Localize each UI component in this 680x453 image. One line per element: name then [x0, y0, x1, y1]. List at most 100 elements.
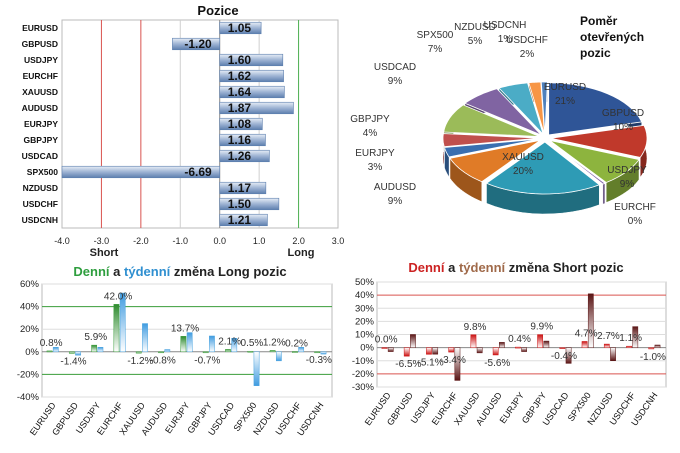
- bar-usdchf-s0: [626, 345, 632, 348]
- pie-label-audusd: AUDUSD: [374, 182, 416, 193]
- bar-usdcad-s0: [225, 349, 231, 353]
- bar-eurchf-s0: [113, 304, 120, 353]
- bar-gbpjpy-s1: [543, 340, 550, 348]
- bar-audusd-s0: [158, 351, 164, 354]
- pie-label-usdcnh: USDCNH: [484, 20, 527, 31]
- bar-spx500: [61, 165, 221, 179]
- bar-usdjpy-s1: [97, 347, 104, 353]
- bar-usdjpy: [219, 53, 284, 67]
- pie-label-xauusd: XAUUSD: [502, 152, 544, 163]
- data-label-spx500: 4.7%: [575, 328, 598, 339]
- pie-label-eurjpy: EURJPY: [355, 148, 395, 159]
- bar-eurchf-s1: [119, 292, 126, 353]
- bar-nzdusd: [219, 181, 267, 195]
- bar-audusd-s1: [499, 342, 505, 348]
- value-label-usdjpy: 1.60: [228, 53, 252, 67]
- short-axis-note: Short: [90, 247, 119, 259]
- pie-label-eurusd: EURUSD: [544, 82, 586, 93]
- bar-audusd-s1: [164, 349, 171, 353]
- bar-usdcad: [219, 149, 270, 163]
- bar-eurchf-s0: [448, 347, 455, 353]
- pie-label-eurchf: EURCHF: [614, 202, 656, 213]
- value-label-gbpusd: -1.20: [184, 37, 212, 51]
- bar-xauusd-s1: [142, 323, 148, 353]
- pie-slice-audusd: [449, 139, 541, 183]
- y-tick-label: 40%: [20, 302, 40, 313]
- data-label-audusd: -5.6%: [484, 358, 510, 369]
- value-label-gbpjpy: 1.16: [228, 133, 252, 147]
- bar-xauusd-s0: [135, 351, 142, 354]
- pie-value-eurchf: 0%: [628, 216, 643, 227]
- pie-label-usdchf: USDCHF: [506, 35, 548, 46]
- pie-label-gbpjpy: GBPJPY: [350, 114, 390, 125]
- bar-usdchf-s1: [298, 347, 305, 353]
- value-label-xauusd: 1.64: [228, 85, 252, 99]
- pie-slice-usdchf: [528, 81, 545, 135]
- data-label-spx500: 0.5%: [241, 338, 264, 349]
- bar-nzdusd-s0: [603, 343, 610, 348]
- bar-usdcnh-s1: [320, 351, 327, 355]
- category-label-audusd: AUDUSD: [22, 103, 58, 113]
- x-tick-label: 1.0: [253, 236, 266, 246]
- bar-gbpjpy-s0: [202, 351, 209, 354]
- y-tick-label: 20%: [355, 316, 375, 327]
- pie-slice-gbpusd: [550, 124, 648, 158]
- bar-eurchf-s1: [454, 347, 461, 381]
- data-label-eurchf: -3.4%: [440, 355, 466, 366]
- pie-slice-eurjpy: [443, 138, 540, 158]
- x-tick-label: 2.0: [292, 236, 305, 246]
- data-label-usdchf: 0.2%: [285, 339, 308, 350]
- bar-xauusd-s1: [476, 347, 483, 354]
- pie-label-spx500: SPX500: [417, 30, 454, 41]
- category-label-usdcnh: USDCNH: [22, 215, 58, 225]
- bar-eurusd: [219, 21, 262, 35]
- bar-audusd-s0: [492, 347, 499, 356]
- bar-usdcnh-s1: [654, 344, 661, 348]
- data-label-xauusd: -1.2%: [127, 356, 153, 367]
- data-label-eurusd: 0.0%: [375, 335, 398, 346]
- bar-nzdusd-s0: [269, 350, 276, 353]
- data-label-xauusd: 9.8%: [464, 322, 487, 333]
- positions-bar-chart: Pozice 1.05 -1.20 1.60 1.62 1.64 1.87 1.08 1.16…: [22, 3, 345, 259]
- bar-usdcad-s1: [231, 337, 238, 353]
- pie-value-eurjpy: 3%: [368, 162, 383, 173]
- value-label-spx500: -6.69: [184, 165, 212, 179]
- bar-eurusd-s0: [381, 347, 388, 349]
- bar-gbpusd: [172, 37, 221, 51]
- category-label-gbpusd: GBPUSD: [22, 39, 58, 49]
- y-tick-label: 0%: [25, 347, 39, 358]
- category-label-gbpjpy: GBPJPY: [24, 135, 59, 145]
- bar-usdcad-s1: [565, 347, 572, 364]
- bar-xauusd-s0: [470, 334, 477, 348]
- bar-nzdusd-s1: [275, 351, 282, 362]
- bar-eurjpy-s0: [515, 346, 521, 349]
- bar-eurjpy-s1: [186, 332, 193, 353]
- category-label-spx500: SPX500: [27, 167, 58, 177]
- x-tick-label: -4.0: [54, 236, 70, 246]
- bar-usdjpy-s0: [91, 344, 98, 353]
- category-label-usdjpy: USDJPY: [24, 55, 58, 65]
- pie-value-usdjpy: 9%: [620, 179, 635, 190]
- pie-value-usdcnh: 1%: [498, 34, 513, 45]
- pie-label-gbpusd: GBPUSD: [602, 108, 644, 119]
- bar-gbpusd-s0: [403, 347, 410, 357]
- data-label-usdjpy: -5.1%: [418, 357, 444, 368]
- pie-value-eurusd: 21%: [555, 96, 575, 107]
- open-positions-pie-chart: Poměr otevřených pozic EURUSD 21% GBPUSD 10…: [350, 14, 656, 227]
- data-label-usdchf: 1.1%: [619, 333, 642, 344]
- y-tick-label: -10%: [352, 356, 375, 367]
- data-label-usdjpy: 5.9%: [84, 332, 107, 343]
- bar-eurusd-s1: [387, 347, 394, 352]
- bar-gbpjpy-s1: [209, 335, 215, 353]
- bar-eurusd-s1: [52, 347, 59, 353]
- pie-value-nzdusd: 5%: [468, 36, 483, 47]
- bar-audusd: [219, 101, 294, 115]
- data-label-gbpjpy: -0.7%: [194, 356, 220, 367]
- pie-slice-spx500: [464, 88, 542, 136]
- y-tick-label: 60%: [20, 279, 40, 290]
- y-tick-label: -40%: [17, 392, 40, 403]
- positions-chart-title: Pozice: [197, 3, 238, 18]
- pie-label-usdjpy: USDJPY: [607, 165, 647, 176]
- bar-usdjpy-s1: [432, 347, 439, 355]
